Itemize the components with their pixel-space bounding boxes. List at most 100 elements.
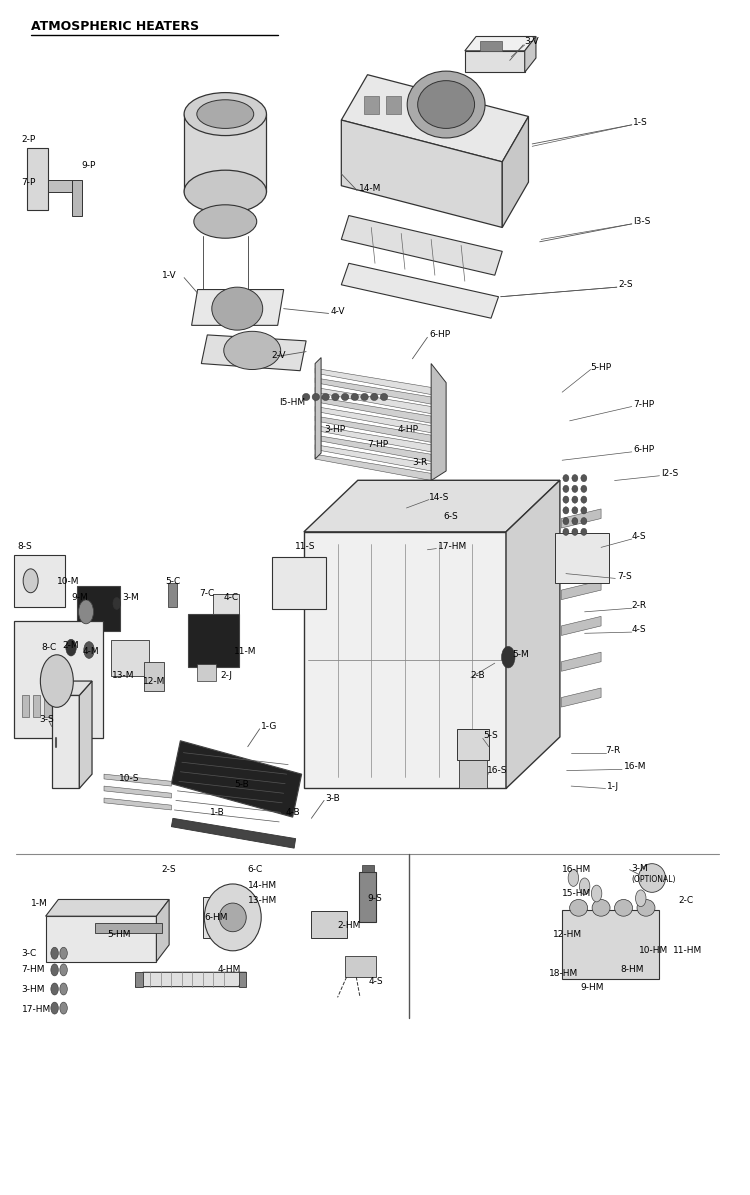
Text: 5-B: 5-B [234,780,249,790]
Text: 1-G: 1-G [261,722,278,731]
Text: 3-R: 3-R [413,458,428,467]
Text: 4-S: 4-S [632,532,646,541]
Bar [169,583,177,607]
Polygon shape [562,545,601,564]
Bar [95,924,163,933]
Text: 11-S: 11-S [295,541,316,551]
Text: 3-C: 3-C [22,949,37,957]
Text: 5-C: 5-C [166,577,181,587]
Ellipse shape [580,474,586,482]
Bar [358,872,376,923]
Text: 17-HM: 17-HM [438,541,467,551]
Text: 10-M: 10-M [57,577,80,587]
Text: 9-M: 9-M [72,593,88,602]
Ellipse shape [568,870,578,887]
Ellipse shape [60,1003,68,1015]
Ellipse shape [322,393,329,400]
Ellipse shape [51,948,58,960]
Ellipse shape [572,528,578,535]
Ellipse shape [60,948,68,960]
Polygon shape [52,681,92,695]
Ellipse shape [563,474,569,482]
Text: 14-S: 14-S [429,492,449,502]
Ellipse shape [196,99,254,128]
Polygon shape [104,786,172,798]
Ellipse shape [637,900,655,917]
Ellipse shape [194,204,256,238]
Bar [22,695,29,717]
Ellipse shape [341,393,349,400]
Polygon shape [562,652,601,672]
Ellipse shape [302,393,310,400]
Ellipse shape [563,528,569,535]
Polygon shape [80,681,92,789]
Text: 9-S: 9-S [368,894,382,902]
Ellipse shape [184,170,266,213]
Polygon shape [104,798,172,810]
Text: 8-HM: 8-HM [620,966,644,974]
Bar [555,533,608,583]
Ellipse shape [84,642,94,658]
Polygon shape [315,454,431,480]
Bar [77,586,121,631]
Ellipse shape [204,884,261,951]
Ellipse shape [312,393,320,400]
Bar [145,662,164,691]
Text: 5-HM: 5-HM [107,930,130,938]
Text: 8-S: 8-S [17,541,32,551]
Text: 4-HM: 4-HM [217,966,242,974]
Polygon shape [465,37,536,51]
Ellipse shape [563,496,569,503]
Text: (OPTIONAL): (OPTIONAL) [631,875,676,883]
Text: 2-S: 2-S [618,281,633,289]
Text: 4-HP: 4-HP [398,424,418,434]
Polygon shape [503,116,529,227]
Text: ATMOSPHERIC HEATERS: ATMOSPHERIC HEATERS [31,20,199,33]
Text: 7-R: 7-R [605,746,621,755]
Polygon shape [315,425,431,452]
Text: 7-HM: 7-HM [22,966,45,974]
Ellipse shape [563,485,569,492]
Text: 13-HM: 13-HM [248,896,277,905]
Ellipse shape [614,900,632,917]
Ellipse shape [51,1003,58,1015]
Text: 12-M: 12-M [143,676,165,686]
Text: 3-B: 3-B [326,793,340,803]
Ellipse shape [23,569,38,593]
Ellipse shape [351,393,358,400]
Text: 6-S: 6-S [444,511,458,521]
Text: 15-HM: 15-HM [562,889,592,897]
Text: 3-M: 3-M [631,864,648,874]
Polygon shape [562,509,601,528]
Polygon shape [202,191,248,221]
Text: I5-HM: I5-HM [279,398,305,407]
Ellipse shape [211,287,262,330]
Ellipse shape [40,655,74,707]
Polygon shape [46,900,170,917]
Text: 2-R: 2-R [632,601,647,611]
Ellipse shape [79,600,94,624]
Ellipse shape [580,517,586,525]
Text: 2-M: 2-M [62,641,79,650]
Bar [14,621,103,739]
Polygon shape [315,406,431,433]
Polygon shape [46,917,157,962]
Text: 2-P: 2-P [22,135,36,143]
Text: 4-S: 4-S [632,625,646,635]
Text: 11-HM: 11-HM [673,946,702,955]
Text: 6-HP: 6-HP [429,330,450,339]
Polygon shape [201,335,306,370]
Polygon shape [304,480,560,532]
Text: 17-HM: 17-HM [22,1005,51,1013]
Text: 16-HM: 16-HM [562,865,592,875]
Text: 2-V: 2-V [272,350,286,360]
Ellipse shape [563,517,569,525]
Text: 4-M: 4-M [83,646,100,656]
Text: I3-S: I3-S [633,217,651,226]
Bar [14,554,65,607]
Polygon shape [104,774,172,786]
Ellipse shape [572,507,578,514]
Text: 5-M: 5-M [513,650,529,660]
Polygon shape [172,741,302,817]
Polygon shape [136,973,246,987]
